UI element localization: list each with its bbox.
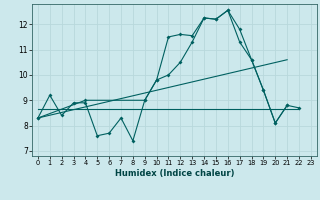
- X-axis label: Humidex (Indice chaleur): Humidex (Indice chaleur): [115, 169, 234, 178]
